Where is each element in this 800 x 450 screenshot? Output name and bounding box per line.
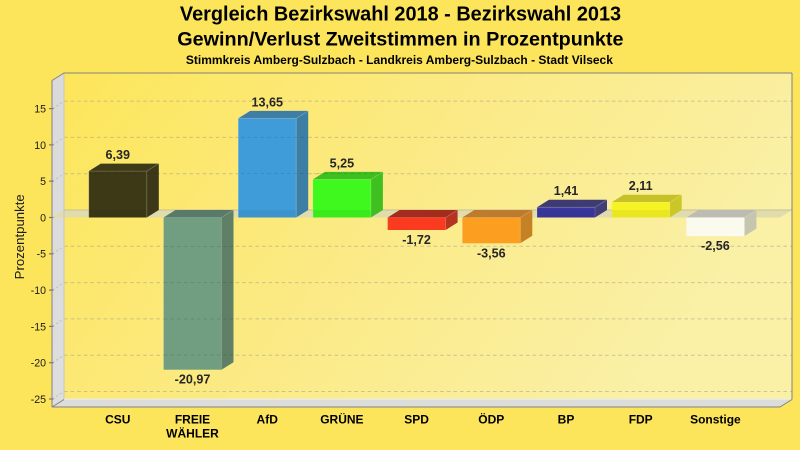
svg-text:5,25: 5,25 <box>330 156 355 170</box>
svg-text:ÖDP: ÖDP <box>478 411 504 426</box>
svg-text:13,65: 13,65 <box>251 95 283 109</box>
svg-text:2,11: 2,11 <box>629 179 653 193</box>
svg-text:-1,72: -1,72 <box>402 233 431 247</box>
svg-text:0: 0 <box>40 212 46 224</box>
svg-text:AfD: AfD <box>257 412 279 426</box>
svg-text:1,41: 1,41 <box>554 184 579 198</box>
svg-text:5: 5 <box>40 176 46 188</box>
svg-text:-15: -15 <box>31 321 46 333</box>
svg-text:CSU: CSU <box>105 412 130 426</box>
svg-text:-10: -10 <box>31 285 46 297</box>
svg-text:FREIE: FREIE <box>175 412 210 426</box>
svg-text:Gewinn/Verlust Zweitstimmen in: Gewinn/Verlust Zweitstimmen in Prozentpu… <box>177 28 623 50</box>
svg-text:SPD: SPD <box>404 412 429 426</box>
svg-text:-20,97: -20,97 <box>175 373 211 387</box>
svg-text:WÄHLER: WÄHLER <box>166 426 219 441</box>
svg-text:15: 15 <box>34 104 46 116</box>
svg-text:-2,56: -2,56 <box>701 239 730 253</box>
svg-text:Prozentpunkte: Prozentpunkte <box>12 194 27 279</box>
svg-text:Stimmkreis Amberg-Sulzbach - L: Stimmkreis Amberg-Sulzbach - Landkreis A… <box>186 53 613 67</box>
svg-text:GRÜNE: GRÜNE <box>320 411 363 426</box>
svg-text:FDP: FDP <box>629 412 653 426</box>
svg-text:-20: -20 <box>31 358 46 370</box>
svg-text:BP: BP <box>558 412 575 426</box>
svg-text:-3,56: -3,56 <box>477 246 506 260</box>
svg-text:-25: -25 <box>31 394 46 406</box>
svg-text:6,39: 6,39 <box>106 148 131 162</box>
svg-text:10: 10 <box>34 140 46 152</box>
svg-text:-5: -5 <box>37 249 47 261</box>
svg-text:Sonstige: Sonstige <box>690 412 741 426</box>
svg-text:Vergleich Bezirkswahl 2018 - B: Vergleich Bezirkswahl 2018 - Bezirkswahl… <box>180 4 621 26</box>
